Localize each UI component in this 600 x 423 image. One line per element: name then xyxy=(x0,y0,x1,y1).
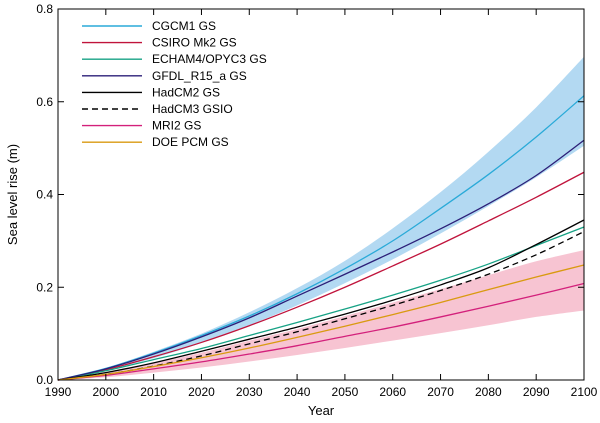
x-tick-label: 2060 xyxy=(379,385,406,399)
series-lines xyxy=(57,95,585,381)
legend-label-6: HadCM3 GSIO xyxy=(152,102,233,116)
x-tick-label: 2000 xyxy=(92,385,119,399)
x-tick-label: 2070 xyxy=(427,385,454,399)
legend-label-7: MRI2 GS xyxy=(152,119,201,133)
uncertainty-bands xyxy=(58,56,584,381)
series-line-1 xyxy=(57,95,585,381)
legend-label-1: CGCM1 GS xyxy=(152,19,216,33)
x-tick-label: 1990 xyxy=(45,385,72,399)
series-line-5 xyxy=(57,219,585,381)
legend-label-4: GFDL_R15_a GS xyxy=(152,69,247,83)
y-axis-title: Sea level rise (m) xyxy=(5,144,20,245)
x-tick-label: 2010 xyxy=(140,385,167,399)
series-line-7 xyxy=(57,282,585,381)
x-tick-label: 2030 xyxy=(236,385,263,399)
x-tick-label: 2040 xyxy=(284,385,311,399)
series-line-2 xyxy=(57,171,585,381)
x-tick-label: 2100 xyxy=(571,385,598,399)
legend-label-5: HadCM2 GS xyxy=(152,85,220,99)
x-tick-label: 2020 xyxy=(188,385,215,399)
series-line-4 xyxy=(57,139,585,381)
y-axis: 0.0 0.2 0.4 0.6 0.8 xyxy=(36,2,584,387)
y-tick-label: 0.2 xyxy=(36,280,53,294)
series-line-3 xyxy=(57,226,585,381)
y-tick-label: 0.0 xyxy=(36,373,53,387)
y-tick-label: 0.4 xyxy=(36,188,53,202)
x-tick-label: 2080 xyxy=(475,385,502,399)
x-tick-label: 2090 xyxy=(523,385,550,399)
x-axis-title: Year xyxy=(308,403,335,418)
legend: CGCM1 GS CSIRO Mk2 GS ECHAM4/OPYC3 GS GFDL_… xyxy=(82,19,267,149)
legend-label-3: ECHAM4/OPYC3 GS xyxy=(152,52,267,66)
y-tick-label: 0.6 xyxy=(36,95,53,109)
y-tick-label: 0.8 xyxy=(36,2,53,16)
series-line-8 xyxy=(57,264,585,381)
uncertainty-band-2 xyxy=(58,250,584,380)
legend-label-8: DOE PCM GS xyxy=(152,135,229,149)
x-axis: 1990 2000 2010 2020 2030 2040 2050 2060 2070 2080… xyxy=(45,9,598,399)
x-tick-label: 2050 xyxy=(332,385,359,399)
legend-label-2: CSIRO Mk2 GS xyxy=(152,36,237,50)
